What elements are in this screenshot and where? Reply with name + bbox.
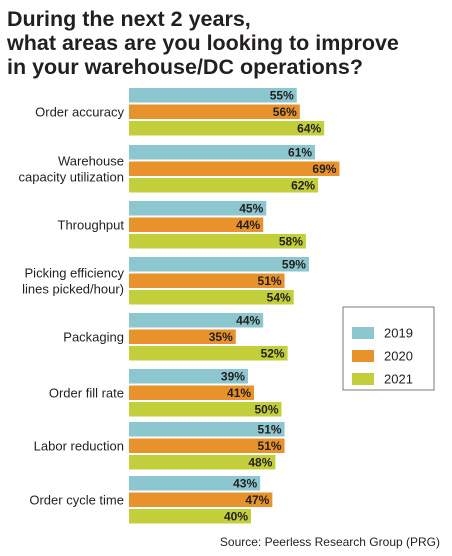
data-label: 51% bbox=[258, 274, 282, 288]
bar bbox=[129, 476, 261, 491]
chart-title-line: in your warehouse/DC operations? bbox=[7, 55, 363, 79]
bar bbox=[129, 438, 285, 453]
data-label: 58% bbox=[279, 234, 303, 248]
category-label: Picking efficiency bbox=[25, 265, 125, 280]
legend-label: 2021 bbox=[384, 372, 413, 387]
bar bbox=[129, 88, 297, 103]
bar bbox=[129, 290, 294, 305]
legend-swatch bbox=[352, 373, 374, 385]
bar bbox=[129, 145, 316, 160]
legend: 2019 2020 2021 bbox=[342, 306, 435, 391]
category-label: Packaging bbox=[63, 329, 124, 344]
data-label: 61% bbox=[288, 145, 312, 159]
data-label: 62% bbox=[291, 178, 315, 192]
bar bbox=[129, 178, 319, 193]
bar bbox=[129, 402, 282, 417]
category-label: lines picked/hour) bbox=[22, 281, 124, 296]
bar bbox=[129, 161, 340, 176]
data-label: 69% bbox=[312, 162, 336, 176]
bar bbox=[129, 234, 306, 249]
bar bbox=[129, 104, 300, 119]
data-label: 55% bbox=[270, 88, 294, 102]
category-label: Throughput bbox=[58, 217, 125, 232]
data-label: 45% bbox=[239, 201, 263, 215]
bar bbox=[129, 257, 309, 272]
data-label: 41% bbox=[227, 386, 251, 400]
data-label: 52% bbox=[261, 346, 285, 360]
bar bbox=[129, 422, 285, 437]
legend-label: 2019 bbox=[384, 326, 413, 341]
bar bbox=[129, 346, 288, 361]
data-label: 44% bbox=[236, 218, 260, 232]
category-label: Order accuracy bbox=[35, 104, 124, 119]
data-label: 51% bbox=[258, 439, 282, 453]
bar bbox=[129, 201, 267, 216]
data-label: 47% bbox=[245, 493, 269, 507]
data-label: 54% bbox=[267, 290, 291, 304]
bar bbox=[129, 273, 285, 288]
data-label: 59% bbox=[282, 257, 306, 271]
data-label: 51% bbox=[258, 422, 282, 436]
category-label: Labor reduction bbox=[34, 438, 124, 453]
category-label: capacity utilization bbox=[19, 169, 125, 184]
chart-title-line: During the next 2 years, bbox=[7, 7, 251, 31]
data-label: 50% bbox=[254, 402, 278, 416]
bar bbox=[129, 313, 264, 328]
category-label: Order cycle time bbox=[29, 492, 124, 507]
category-label: Warehouse bbox=[58, 153, 124, 168]
data-label: 56% bbox=[273, 105, 297, 119]
data-label: 44% bbox=[236, 313, 260, 327]
bar bbox=[129, 509, 251, 524]
bars: 55%56%64%61%69%62%45%44%58%59%51%54%44%3… bbox=[129, 88, 340, 524]
data-label: 35% bbox=[209, 330, 233, 344]
bar bbox=[129, 492, 273, 507]
bar bbox=[129, 369, 248, 384]
source-note: Source: Peerless Research Group (PRG) bbox=[220, 535, 440, 549]
chart-title: During the next 2 years,what areas are y… bbox=[6, 7, 399, 79]
category-label: Order fill rate bbox=[49, 385, 124, 400]
chart-title-line: what areas are you looking to improve bbox=[6, 31, 399, 55]
data-label: 39% bbox=[221, 369, 245, 383]
data-label: 43% bbox=[233, 476, 257, 490]
data-label: 40% bbox=[224, 509, 248, 523]
legend-label: 2020 bbox=[384, 349, 413, 364]
legend-swatch bbox=[352, 327, 374, 339]
data-label: 64% bbox=[297, 121, 321, 135]
bar bbox=[129, 385, 255, 400]
bar bbox=[129, 455, 276, 470]
legend-swatch bbox=[352, 350, 374, 362]
bar bbox=[129, 121, 325, 136]
bar bbox=[129, 329, 236, 344]
bar bbox=[129, 217, 264, 232]
data-label: 48% bbox=[248, 455, 272, 469]
